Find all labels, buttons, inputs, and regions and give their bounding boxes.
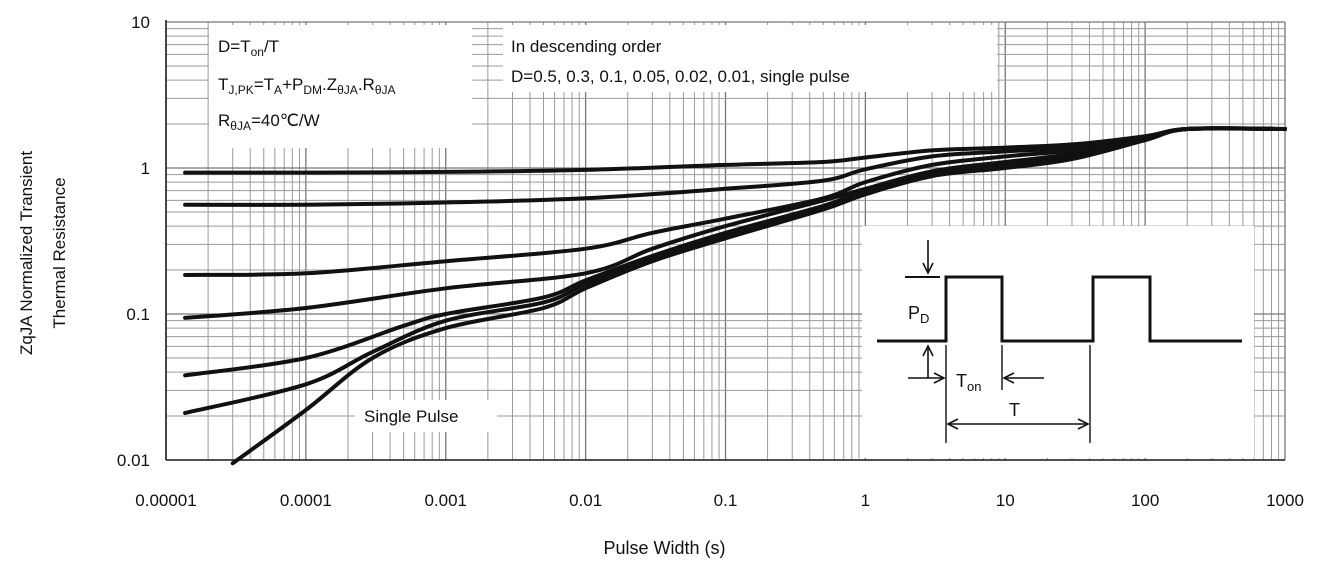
x-tick-label: 0.001 xyxy=(424,491,467,510)
y-tick-label: 0.01 xyxy=(117,451,150,470)
pd-arrowhead-down xyxy=(922,262,934,275)
y-axis-label-line2: Thermal Resistance xyxy=(50,177,69,329)
tick-labels: 0.00001 0.0001 0.001 0.01 0.1 1 10 100 1000 0.01 0… xyxy=(117,13,1304,510)
series-layer xyxy=(183,126,1287,466)
y-axis-label-line1: ZqJA Normalized Transient xyxy=(17,150,36,356)
ton-label: Ton xyxy=(956,371,981,394)
x-tick-label: 10 xyxy=(996,491,1015,510)
single-pulse-label: Single Pulse xyxy=(364,407,459,426)
ton-arrowhead-left xyxy=(933,372,946,384)
order-box xyxy=(503,25,997,92)
y-tick-label: 10 xyxy=(131,13,150,32)
period-arrowhead-right xyxy=(1077,418,1090,430)
annotation-boxes: D=Ton/T TJ,PK=TA+PDM.ZθJA.RθJA RθJA=40℃/W I… xyxy=(209,25,1254,458)
formula-box xyxy=(209,25,472,148)
x-tick-label: 0.0001 xyxy=(280,491,332,510)
annotation-rthja: RθJA=40℃/W xyxy=(218,111,320,133)
period-arrowhead-left xyxy=(946,418,959,430)
x-tick-label: 100 xyxy=(1131,491,1159,510)
x-tick-label: 1000 xyxy=(1266,491,1304,510)
period-label: T xyxy=(1009,400,1020,420)
annotation-duty-list: D=0.5, 0.3, 0.1, 0.05, 0.02, 0.01, singl… xyxy=(511,67,850,86)
series-line-single-pulse xyxy=(230,126,1287,466)
y-tick-label: 1 xyxy=(141,159,150,178)
single-pulse-box xyxy=(355,400,497,432)
annotation-order-title: In descending order xyxy=(511,37,662,56)
pd-arrowhead-up xyxy=(922,344,934,357)
x-tick-label: 0.01 xyxy=(569,491,602,510)
ton-arrowhead-right xyxy=(1002,372,1015,384)
y-tick-label: 0.1 xyxy=(126,305,150,324)
x-tick-label: 0.00001 xyxy=(135,491,196,510)
x-axis-label: Pulse Width (s) xyxy=(603,538,726,558)
annotation-duty-formula: D=Ton/T xyxy=(218,37,279,59)
duty-cycle-inset: PD Ton T xyxy=(877,240,1242,443)
x-tick-label: 0.1 xyxy=(714,491,738,510)
pulse-waveform xyxy=(877,275,1242,343)
annotation-junction-formula: TJ,PK=TA+PDM.ZθJA.RθJA xyxy=(218,75,396,97)
pd-label: PD xyxy=(908,303,929,326)
x-tick-label: 1 xyxy=(861,491,870,510)
